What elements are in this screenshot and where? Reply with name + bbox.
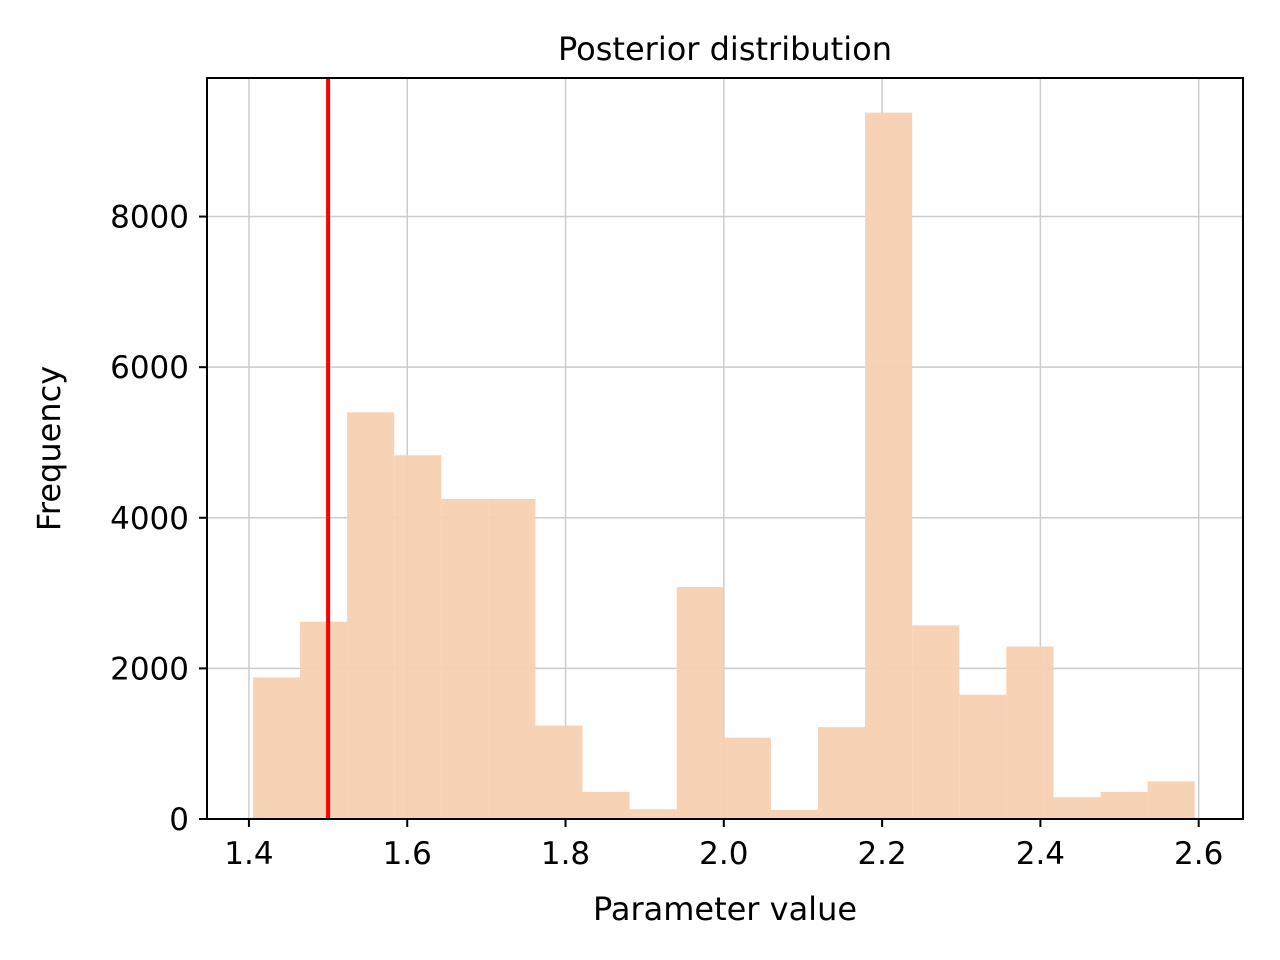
histogram-bar-8 <box>629 809 677 819</box>
histogram-bar-4 <box>441 498 489 819</box>
x-tick-label-3: 2.0 <box>699 836 748 872</box>
y-axis-ticks: 0 2000 4000 6000 8000 <box>110 200 207 838</box>
histogram-bar-1 <box>299 621 348 819</box>
y-tick-label-1: 2000 <box>110 651 189 687</box>
histogram-bar-13 <box>865 112 913 819</box>
y-tick-label-4: 8000 <box>110 200 189 236</box>
x-tick-label-0: 1.4 <box>224 836 273 872</box>
histogram-bar-5 <box>488 498 536 819</box>
histogram-bar-3 <box>394 455 442 819</box>
histogram-bar-7 <box>582 791 630 819</box>
histogram-bar-17 <box>1053 797 1101 819</box>
x-axis-title: Parameter value <box>593 890 857 928</box>
histogram-bar-19 <box>1147 781 1195 819</box>
y-tick-label-0: 0 <box>169 802 189 838</box>
x-axis-ticks: 1.4 1.6 1.8 2.0 2.2 2.4 2.6 <box>224 819 1223 872</box>
x-tick-label-4: 2.2 <box>857 836 906 872</box>
histogram-bar-18 <box>1100 791 1148 819</box>
histogram-bar-9 <box>676 587 724 819</box>
x-tick-label-6: 2.6 <box>1174 836 1223 872</box>
histogram-bar-10 <box>723 737 771 819</box>
x-tick-label-1: 1.6 <box>383 836 432 872</box>
x-tick-label-5: 2.4 <box>1016 836 1065 872</box>
histogram-bar-15 <box>959 694 1007 819</box>
plot-frame <box>206 77 1244 820</box>
y-axis-title: Frequency <box>30 366 68 531</box>
y-tick-label-3: 6000 <box>110 350 189 386</box>
histogram-bars <box>252 112 1195 819</box>
histogram-bar-11 <box>770 809 818 819</box>
x-tick-label-2: 1.8 <box>541 836 590 872</box>
histogram-bar-2 <box>347 412 395 819</box>
y-tick-label-2: 4000 <box>110 501 189 537</box>
histogram-bar-6 <box>535 725 583 819</box>
histogram-bar-14 <box>912 625 960 819</box>
chart-title: Posterior distribution <box>558 30 892 68</box>
histogram-bar-0 <box>252 677 300 819</box>
histogram-bar-16 <box>1006 646 1054 819</box>
histogram-bar-12 <box>817 727 866 819</box>
